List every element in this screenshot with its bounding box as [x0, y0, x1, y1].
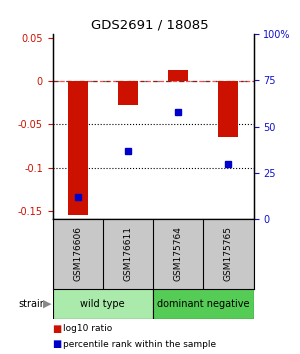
Text: ■: ■ — [52, 324, 62, 333]
Text: GSM176606: GSM176606 — [73, 227, 82, 281]
Text: ■: ■ — [52, 339, 62, 349]
Bar — [118, 81, 138, 105]
Bar — [68, 81, 88, 215]
Text: GSM175764: GSM175764 — [174, 227, 183, 281]
Text: percentile rank within the sample: percentile rank within the sample — [63, 339, 216, 349]
Text: GSM176611: GSM176611 — [123, 227, 132, 281]
Text: dominant negative: dominant negative — [157, 298, 250, 309]
Text: wild type: wild type — [80, 298, 125, 309]
Bar — [52, 289, 153, 319]
Text: GDS2691 / 18085: GDS2691 / 18085 — [91, 19, 209, 32]
Text: GSM175765: GSM175765 — [224, 227, 233, 281]
Text: ▶: ▶ — [43, 298, 51, 309]
Bar — [153, 289, 254, 319]
Bar — [168, 70, 188, 81]
Text: strain: strain — [19, 298, 46, 309]
Text: log10 ratio: log10 ratio — [63, 324, 112, 333]
Bar — [218, 81, 239, 137]
